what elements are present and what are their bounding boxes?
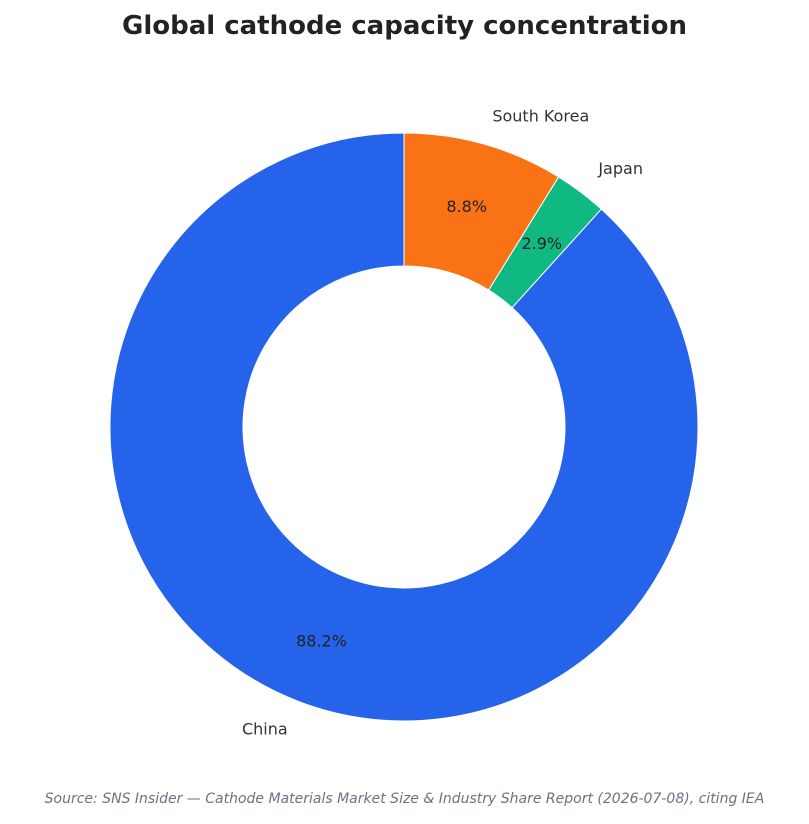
slice-china [109, 132, 699, 722]
category-label-south-korea: South Korea [492, 106, 589, 125]
category-label-china: China [242, 719, 288, 738]
pct-label-south-korea: 8.8% [446, 197, 487, 216]
category-label-japan: Japan [597, 159, 643, 178]
chart-title: Global cathode capacity concentration [121, 11, 687, 41]
source-note: Source: SNS Insider — Cathode Materials … [44, 791, 765, 807]
slice-south-korea [403, 132, 560, 291]
pct-label-japan: 2.9% [521, 234, 562, 253]
pct-label-china: 88.2% [296, 631, 347, 650]
donut-slices [109, 132, 699, 722]
donut-labels: 88.2% China 2.9% Japan 8.8% South Korea [242, 106, 643, 738]
